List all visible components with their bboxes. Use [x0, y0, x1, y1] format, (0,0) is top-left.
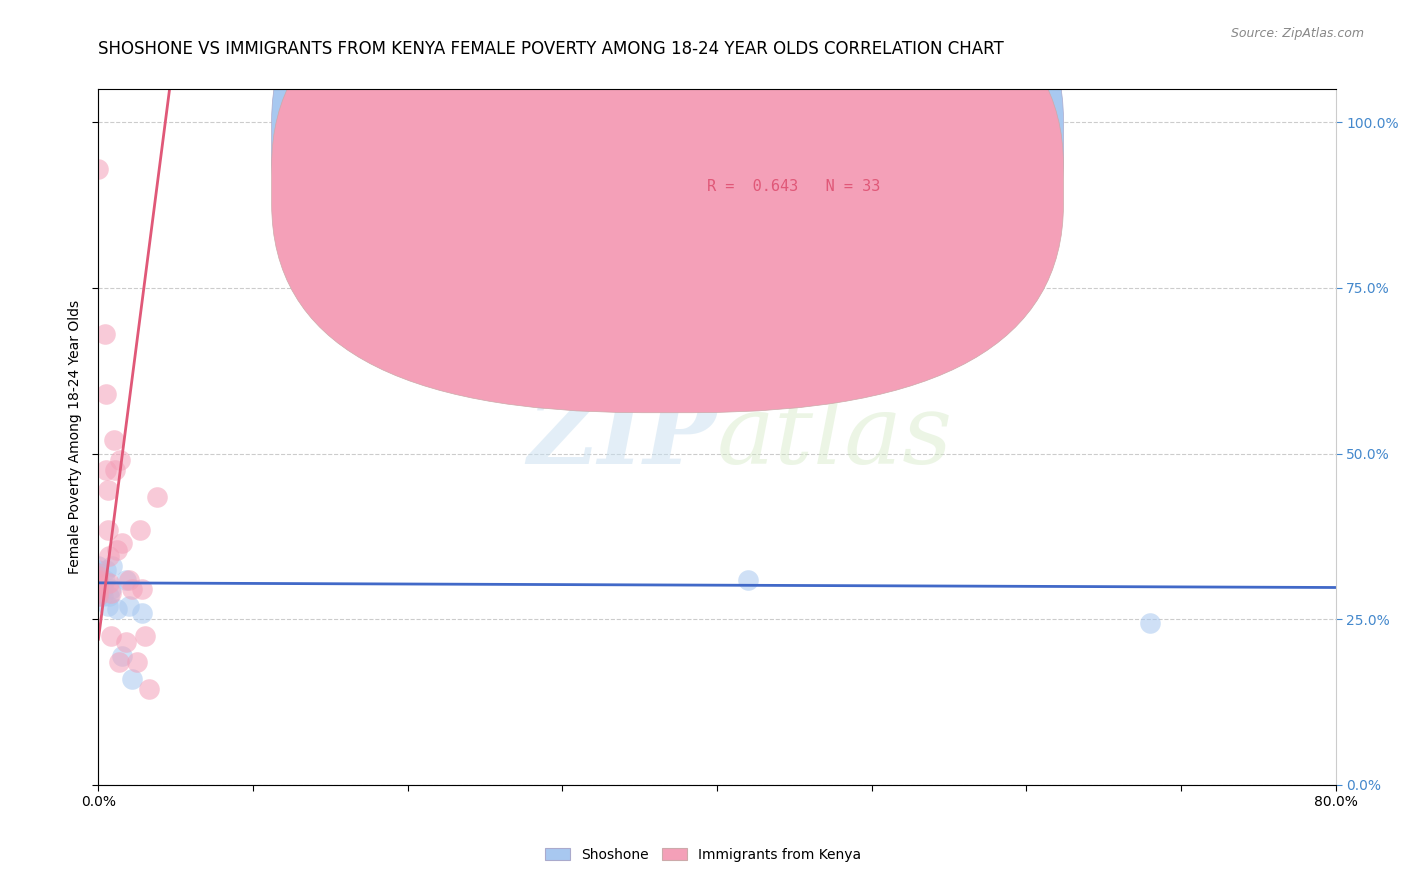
Point — [138, 681, 160, 696]
Point — [93, 327, 115, 342]
Point — [115, 635, 138, 649]
Point — [118, 573, 141, 587]
Point — [111, 648, 134, 663]
Text: R = -0.007   N = 26: R = -0.007 N = 26 — [707, 127, 880, 142]
Point — [104, 463, 127, 477]
Point — [96, 463, 118, 477]
FancyBboxPatch shape — [271, 0, 1063, 368]
Point — [127, 656, 149, 670]
Point — [93, 573, 115, 587]
Point — [111, 536, 134, 550]
Point — [91, 589, 114, 603]
Point — [87, 573, 110, 587]
Point — [96, 563, 118, 577]
Point — [87, 566, 110, 580]
Point — [87, 161, 110, 176]
Text: ZIP: ZIP — [527, 390, 717, 484]
Point — [98, 589, 121, 603]
Point — [87, 579, 110, 593]
Point — [129, 523, 152, 537]
Point — [101, 559, 124, 574]
Point — [98, 575, 121, 590]
Point — [87, 586, 110, 600]
Point — [87, 589, 110, 603]
Text: atlas: atlas — [717, 390, 953, 484]
Point — [107, 656, 129, 670]
Point — [87, 569, 110, 583]
Text: Source: ZipAtlas.com: Source: ZipAtlas.com — [1230, 27, 1364, 40]
Point — [103, 434, 125, 448]
Point — [118, 599, 141, 613]
Point — [87, 569, 110, 583]
Point — [97, 599, 120, 613]
Point — [100, 629, 122, 643]
Point — [737, 573, 759, 587]
Point — [121, 582, 143, 597]
Point — [96, 387, 118, 401]
Point — [108, 453, 131, 467]
Point — [1139, 615, 1161, 630]
Point — [146, 490, 169, 504]
Point — [131, 582, 153, 597]
Point — [87, 559, 110, 574]
Point — [97, 523, 120, 537]
Point — [87, 575, 110, 590]
Point — [121, 672, 143, 686]
Point — [98, 549, 121, 564]
Point — [87, 575, 110, 590]
Point — [87, 582, 110, 597]
FancyBboxPatch shape — [271, 0, 1063, 413]
Point — [87, 563, 110, 577]
Point — [87, 589, 110, 603]
Point — [115, 573, 138, 587]
Point — [105, 602, 128, 616]
Point — [134, 629, 156, 643]
Point — [91, 582, 114, 597]
Point — [100, 582, 122, 597]
Point — [87, 586, 110, 600]
Point — [105, 542, 128, 557]
Point — [87, 579, 110, 593]
Point — [87, 566, 110, 580]
Point — [131, 606, 153, 620]
Y-axis label: Female Poverty Among 18-24 Year Olds: Female Poverty Among 18-24 Year Olds — [67, 300, 82, 574]
Point — [100, 586, 122, 600]
Text: SHOSHONE VS IMMIGRANTS FROM KENYA FEMALE POVERTY AMONG 18-24 YEAR OLDS CORRELATI: SHOSHONE VS IMMIGRANTS FROM KENYA FEMALE… — [98, 40, 1004, 58]
Point — [97, 483, 120, 497]
Text: R =  0.643   N = 33: R = 0.643 N = 33 — [707, 179, 880, 194]
FancyBboxPatch shape — [630, 106, 1039, 218]
Point — [87, 582, 110, 597]
Legend: Shoshone, Immigrants from Kenya: Shoshone, Immigrants from Kenya — [538, 842, 868, 867]
Point — [87, 573, 110, 587]
